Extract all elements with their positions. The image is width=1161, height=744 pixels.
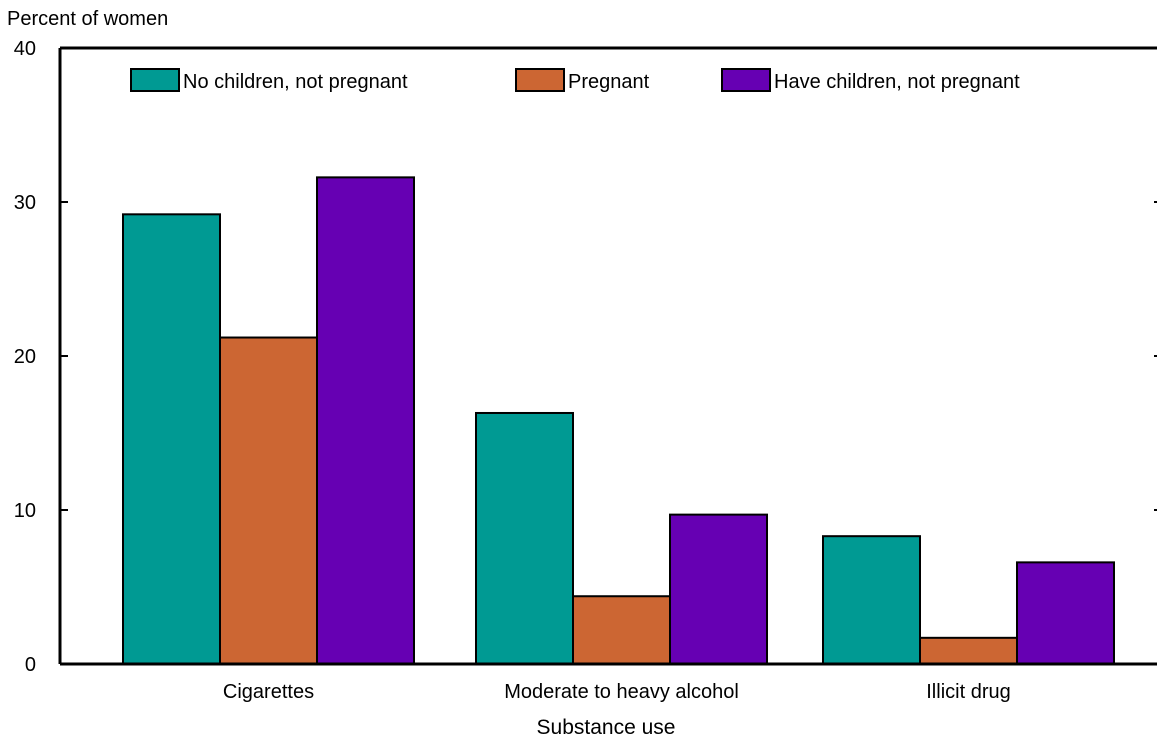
x-tick-label: Moderate to heavy alcohol	[504, 681, 739, 703]
y-tick-label: 40	[14, 38, 36, 60]
y-tick-label: 10	[14, 500, 36, 522]
x-tick-label: Illicit drug	[926, 681, 1010, 703]
x-tick-label: Cigarettes	[223, 681, 314, 703]
bar	[822, 535, 921, 665]
bar	[122, 213, 221, 665]
legend-label: No children, not pregnant	[183, 71, 408, 93]
bar	[572, 595, 671, 665]
bar	[1016, 561, 1115, 665]
legend: No children, not pregnant Pregnant Have ch…	[130, 68, 1020, 93]
legend-swatch	[515, 68, 565, 92]
bars-group	[60, 176, 1157, 666]
legend-swatch	[130, 68, 180, 92]
y-tick-label: 20	[14, 346, 36, 368]
y-tick-label: 30	[14, 192, 36, 214]
bar	[919, 636, 1018, 666]
legend-swatch	[721, 68, 771, 92]
x-axis-title: Substance use	[537, 716, 676, 739]
bar	[316, 176, 415, 666]
legend-label: Have children, not pregnant	[774, 71, 1020, 93]
y-tick-label: 0	[25, 654, 36, 676]
bar	[669, 513, 768, 665]
bar	[219, 336, 318, 665]
legend-label: Pregnant	[568, 71, 650, 93]
bar	[475, 411, 574, 666]
y-axis-title: Percent of women	[7, 8, 168, 30]
axes: 0 10 20 30 40 Cigarettes Moderate to heavy alc…	[14, 38, 1157, 703]
